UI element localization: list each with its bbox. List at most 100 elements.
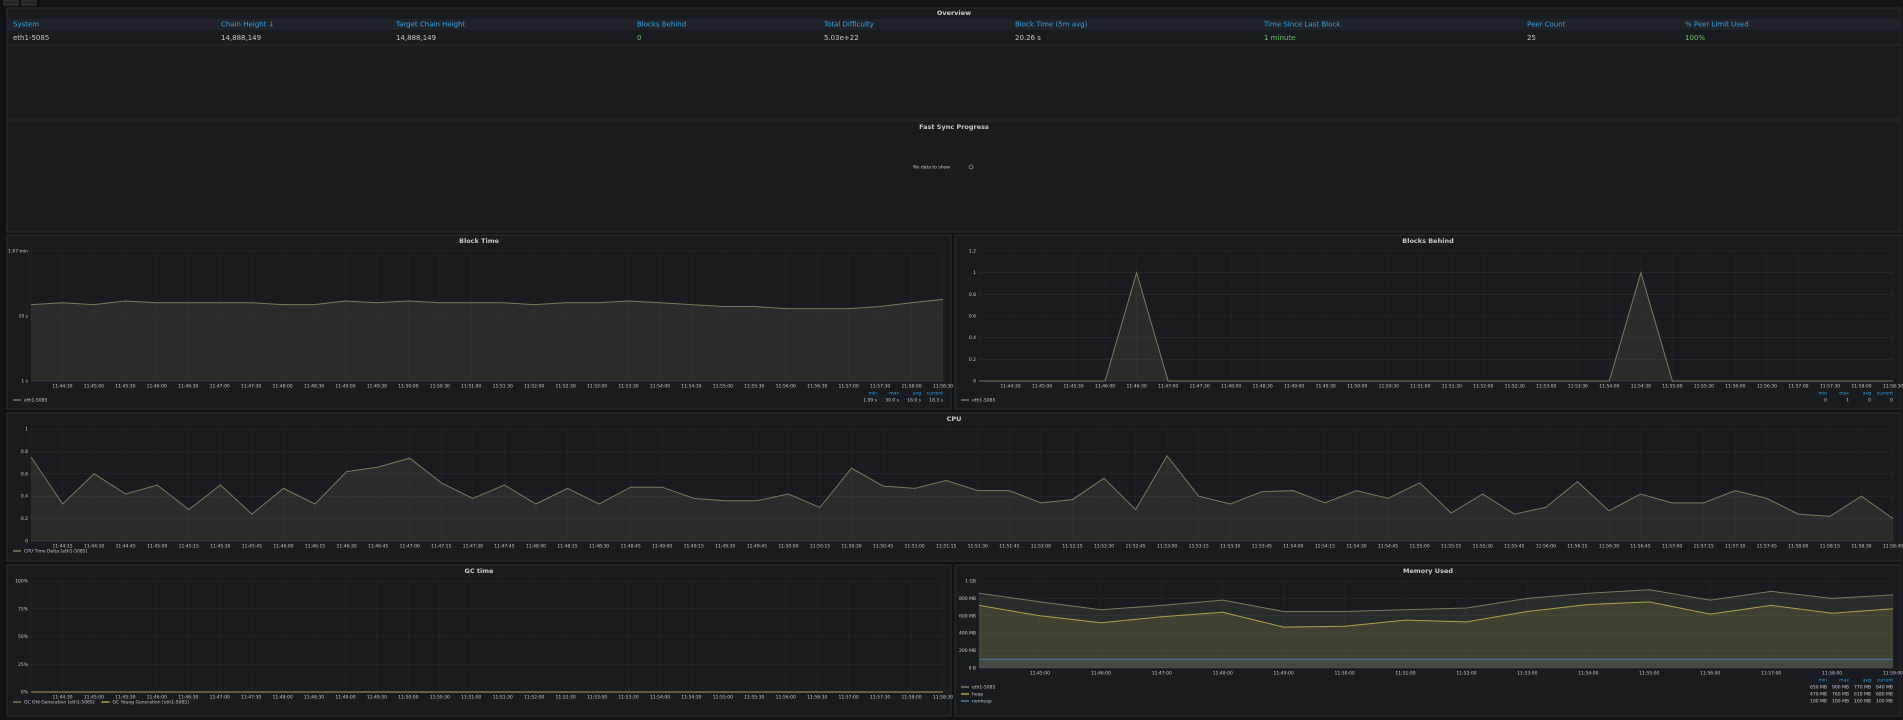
x-tick-label: 11:50:00 [1347, 384, 1367, 390]
series-area [31, 455, 1893, 541]
y-tick-label: 1 GB [965, 579, 976, 585]
x-tick-label: 11:51:00 [905, 544, 925, 550]
x-tick-label: 11:52:00 [524, 384, 544, 390]
toolbar-button[interactable] [3, 0, 19, 6]
chart-panel [6, 234, 952, 410]
x-tick-label: 11:53:30 [1568, 384, 1588, 390]
x-tick-label: 11:45:00 [84, 384, 104, 390]
x-tick-label: 11:47:30 [463, 544, 483, 550]
info-icon [968, 164, 974, 170]
column-header: Block Time (5m avg) [1015, 21, 1088, 29]
legend-value: 770 MB [1854, 685, 1871, 691]
table-cell: 20.26 s [1015, 34, 1041, 42]
x-tick-label: 11:47:30 [241, 695, 261, 701]
legend-value: 100 MB [1810, 699, 1827, 705]
legend-column-header: min [869, 391, 878, 397]
x-tick-label: 11:52:15 [1062, 544, 1082, 550]
x-tick-label: 11:53:30 [618, 695, 638, 701]
x-tick-label: 11:53:00 [587, 695, 607, 701]
table-cell: eth1-5085 [13, 34, 49, 42]
chart-panel [6, 564, 952, 717]
table-cell: 5.03e+22 [824, 34, 859, 42]
x-tick-label: 11:47:00 [210, 384, 230, 390]
x-tick-label: 11:58:30 [1883, 384, 1903, 390]
legend-column-header: max [1839, 392, 1849, 397]
x-tick-label: 11:51:30 [968, 544, 988, 550]
x-tick-label: 11:58:30 [1851, 544, 1871, 550]
column-header: System [13, 21, 39, 29]
x-tick-label: 11:54:00 [1578, 671, 1598, 677]
x-tick-label: 11:55:30 [744, 384, 764, 390]
y-tick-label: 25% [18, 662, 29, 668]
x-tick-label: 11:45:45 [242, 544, 262, 550]
y-tick-label: 0 [25, 539, 28, 545]
legend-label: eth1-5085 [24, 398, 47, 404]
x-tick-label: 11:46:45 [368, 544, 388, 550]
x-tick-label: 11:46:30 [178, 695, 198, 701]
x-tick-label: 11:53:30 [618, 384, 638, 390]
legend-label: GC Young Generation [eth1-5085] [113, 700, 190, 706]
x-tick-label: 11:57:00 [1662, 544, 1682, 550]
y-tick-label: 1.67 min [8, 249, 28, 255]
y-tick-label: 0.8 [969, 292, 976, 298]
legend-value: 840 MB [1876, 685, 1893, 691]
series-line [30, 455, 1894, 520]
x-tick-label: 11:52:00 [524, 695, 544, 701]
x-tick-label: 11:45:00 [84, 695, 104, 701]
x-tick-label: 11:57:30 [870, 695, 890, 701]
legend-column-header: current [1877, 391, 1893, 397]
x-tick-label: 11:58:15 [1820, 544, 1840, 550]
x-tick-label: 11:56:45 [1630, 544, 1650, 550]
legend-value: 0 [1868, 398, 1871, 404]
y-tick-label: 1 [973, 270, 976, 276]
x-tick-label: 11:46:15 [305, 544, 325, 550]
x-tick-label: 11:58:30 [933, 695, 953, 701]
legend-value: 30.0 s [885, 398, 899, 404]
x-tick-label: 11:55:30 [1694, 384, 1714, 390]
x-tick-label: 11:48:30 [1253, 384, 1273, 390]
legend-value: 100 MB [1854, 699, 1871, 705]
x-tick-label: 11:44:30 [84, 544, 104, 550]
x-tick-label: 11:51:30 [493, 695, 513, 701]
x-tick-label: 11:47:30 [1190, 384, 1210, 390]
series-area [31, 299, 943, 381]
x-tick-label: 11:45:00 [1032, 384, 1052, 390]
x-tick-label: 11:51:30 [493, 384, 513, 390]
x-tick-label: 11:55:00 [1662, 384, 1682, 390]
column-header: Total Difficulty [823, 21, 874, 29]
legend-value: 18.3 s [929, 398, 943, 404]
x-tick-label: 11:57:00 [1788, 384, 1808, 390]
x-tick-label: 11:44:30 [1000, 384, 1020, 390]
x-tick-label: 11:50:00 [1334, 671, 1354, 677]
y-tick-label: 0.4 [969, 335, 976, 341]
x-tick-label: 11:49:15 [684, 544, 704, 550]
legend-column-header: min [1819, 678, 1828, 684]
x-tick-label: 11:48:00 [1221, 384, 1241, 390]
x-tick-label: 11:50:30 [1379, 384, 1399, 390]
x-tick-label: 11:51:30 [1442, 384, 1462, 390]
x-tick-label: 11:52:30 [1094, 544, 1114, 550]
x-tick-label: 11:44:30 [52, 695, 72, 701]
x-tick-label: 11:52:30 [1505, 384, 1525, 390]
y-tick-label: 0% [21, 690, 29, 696]
x-tick-label: 11:54:00 [650, 384, 670, 390]
x-tick-label: 11:47:15 [431, 544, 451, 550]
x-tick-label: 11:47:30 [241, 384, 261, 390]
x-tick-label: 11:48:30 [304, 695, 324, 701]
y-tick-label: 0.4 [21, 494, 28, 500]
x-tick-label: 11:58:00 [901, 384, 921, 390]
chart-panel [6, 412, 1902, 562]
series-line [978, 589, 1894, 612]
legend-value: 680 MB [1876, 692, 1893, 698]
y-tick-label: 200 MB [959, 648, 976, 654]
legend-column-header: max [1839, 679, 1849, 684]
toolbar-button[interactable] [21, 0, 37, 6]
x-tick-label: 11:47:00 [400, 544, 420, 550]
x-tick-label: 11:49:30 [367, 695, 387, 701]
x-tick-label: 11:52:30 [556, 695, 576, 701]
x-tick-label: 11:48:00 [526, 544, 546, 550]
x-tick-label: 11:53:30 [1220, 544, 1240, 550]
y-tick-label: 600 MB [959, 613, 976, 619]
x-tick-label: 11:54:30 [681, 695, 701, 701]
x-tick-label: 11:55:00 [1410, 544, 1430, 550]
